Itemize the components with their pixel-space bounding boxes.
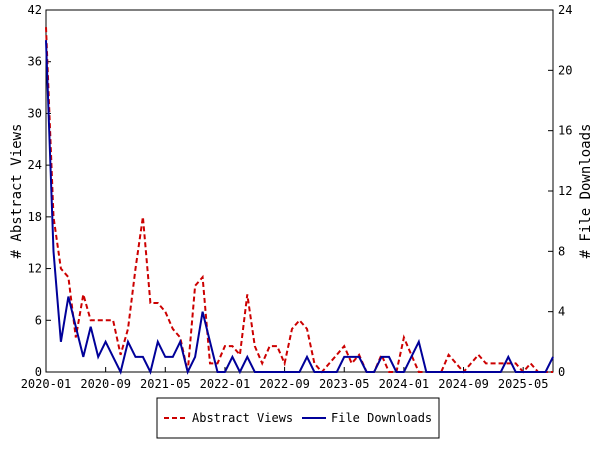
x-tick-label: 2024-09	[438, 377, 489, 391]
left-tick-label: 30	[28, 106, 42, 120]
legend: Abstract Views File Downloads	[156, 397, 440, 439]
left-tick-label: 12	[28, 262, 42, 276]
right-y-axis: 0 4 8 12 16 20 24	[548, 3, 572, 379]
x-tick-label: 2020-09	[80, 377, 131, 391]
x-tick-label: 2022-01	[200, 377, 251, 391]
right-axis-title: # File Downloads	[578, 124, 594, 259]
x-tick-label: 2022-09	[259, 377, 310, 391]
legend-label-file-downloads: File Downloads	[331, 411, 432, 425]
left-tick-label: 0	[35, 365, 42, 379]
right-tick-label: 20	[558, 63, 572, 77]
series-line-abstract-views	[45, 27, 553, 374]
x-tick-label: 2023-05	[319, 377, 370, 391]
left-tick-label: 24	[28, 158, 42, 172]
right-tick-label: 0	[558, 365, 565, 379]
right-tick-label: 8	[558, 244, 565, 258]
right-tick-label: 16	[558, 124, 572, 138]
legend-label-abstract-views: Abstract Views	[192, 411, 293, 425]
right-tick-label: 4	[558, 305, 565, 319]
left-tick-label: 18	[28, 210, 42, 224]
right-tick-label: 12	[558, 184, 572, 198]
series-layer	[45, 27, 554, 375]
left-axis-title: # Abstract Views	[9, 124, 25, 259]
legend-box	[156, 397, 440, 439]
x-tick-label: 2025-05	[498, 377, 549, 391]
left-tick-label: 42	[28, 3, 42, 17]
x-tick-label: 2021-05	[140, 377, 191, 391]
left-y-axis: 0 6 12 18 24 30 36 42	[28, 3, 51, 379]
x-tick-label: 2020-01	[21, 377, 72, 391]
left-tick-label: 36	[28, 55, 42, 69]
left-tick-label: 6	[35, 313, 42, 327]
x-axis: 2020-01 2020-09 2021-05 2022-01 2022-09 2023-…	[21, 367, 549, 391]
series-line-file-downloads	[45, 40, 554, 375]
x-tick-label: 2024-01	[379, 377, 430, 391]
right-tick-label: 24	[558, 3, 572, 17]
